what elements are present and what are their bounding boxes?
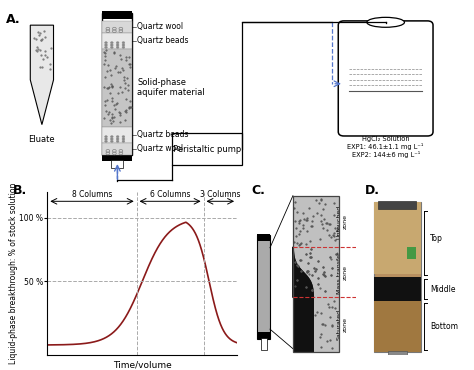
Circle shape <box>105 138 108 140</box>
Circle shape <box>105 140 108 142</box>
Circle shape <box>116 44 119 46</box>
Text: B.: B. <box>13 184 27 197</box>
Bar <box>407 247 416 259</box>
Bar <box>102 11 132 19</box>
Ellipse shape <box>367 17 404 27</box>
Bar <box>102 13 132 155</box>
Circle shape <box>110 46 113 48</box>
Bar <box>102 49 132 127</box>
Polygon shape <box>293 247 313 297</box>
Circle shape <box>110 140 113 142</box>
Circle shape <box>105 42 108 44</box>
Text: Peristaltic pump: Peristaltic pump <box>173 145 241 154</box>
Circle shape <box>110 138 113 140</box>
X-axis label: Time/volume: Time/volume <box>113 361 172 370</box>
Circle shape <box>122 46 125 48</box>
Y-axis label: Liquid-phase breakthrough: % of stock solution: Liquid-phase breakthrough: % of stock so… <box>9 183 18 364</box>
Bar <box>314 297 339 352</box>
Bar <box>102 127 132 143</box>
Text: Top: Top <box>430 233 443 243</box>
Bar <box>293 297 314 352</box>
Bar <box>374 301 420 352</box>
Text: Quartz wool: Quartz wool <box>137 144 183 153</box>
Bar <box>388 351 407 360</box>
Bar <box>257 234 270 241</box>
Circle shape <box>122 138 125 140</box>
Text: Eluate: Eluate <box>28 135 55 144</box>
Circle shape <box>110 136 113 138</box>
Circle shape <box>105 46 108 48</box>
Text: Middle: Middle <box>430 285 456 293</box>
Bar <box>257 235 270 339</box>
Bar <box>102 33 132 49</box>
Bar <box>102 21 132 33</box>
Bar <box>293 196 339 247</box>
Circle shape <box>105 136 108 138</box>
Bar <box>374 277 420 301</box>
Text: HgCl₂ Solution
EXP1: 46.1±1.1 mg L⁻¹
EXP2: 144±6 mg L⁻¹: HgCl₂ Solution EXP1: 46.1±1.1 mg L⁻¹ EXP… <box>347 136 424 158</box>
Circle shape <box>122 42 125 44</box>
Bar <box>102 154 132 161</box>
Circle shape <box>110 44 113 46</box>
Text: Solid-phase
aquifer material: Solid-phase aquifer material <box>137 78 205 97</box>
Text: A.: A. <box>6 13 20 26</box>
Polygon shape <box>30 25 54 125</box>
Circle shape <box>122 44 125 46</box>
Polygon shape <box>293 247 313 297</box>
Bar <box>257 332 270 339</box>
Bar <box>293 196 339 352</box>
Text: Untouched
zone: Untouched zone <box>337 204 347 239</box>
Bar <box>293 247 339 297</box>
Text: D.: D. <box>365 184 380 197</box>
Bar <box>293 247 339 297</box>
Bar <box>261 338 267 350</box>
Circle shape <box>105 44 108 46</box>
Text: Bottom: Bottom <box>430 322 458 331</box>
Text: Quartz beads: Quartz beads <box>137 130 189 139</box>
Circle shape <box>116 140 119 142</box>
Circle shape <box>116 46 119 48</box>
Text: Quartz beads: Quartz beads <box>137 36 189 45</box>
Circle shape <box>116 138 119 140</box>
Circle shape <box>122 136 125 138</box>
Circle shape <box>122 140 125 142</box>
Text: 3 Columns: 3 Columns <box>200 190 240 199</box>
Text: Saturated
zone: Saturated zone <box>337 309 347 340</box>
Text: C.: C. <box>251 184 265 197</box>
Circle shape <box>116 136 119 138</box>
Circle shape <box>110 42 113 44</box>
Bar <box>111 161 123 168</box>
Circle shape <box>116 42 119 44</box>
Bar <box>374 202 420 274</box>
Text: Quartz wool: Quartz wool <box>137 22 183 31</box>
Bar <box>374 202 420 352</box>
Text: 8 Columns: 8 Columns <box>72 190 112 199</box>
Text: 6 Columns: 6 Columns <box>150 190 191 199</box>
Bar <box>102 143 132 155</box>
Bar <box>172 134 242 165</box>
Text: Mass transfer
zone: Mass transfer zone <box>337 251 347 293</box>
Bar <box>378 201 416 209</box>
FancyBboxPatch shape <box>338 21 433 136</box>
